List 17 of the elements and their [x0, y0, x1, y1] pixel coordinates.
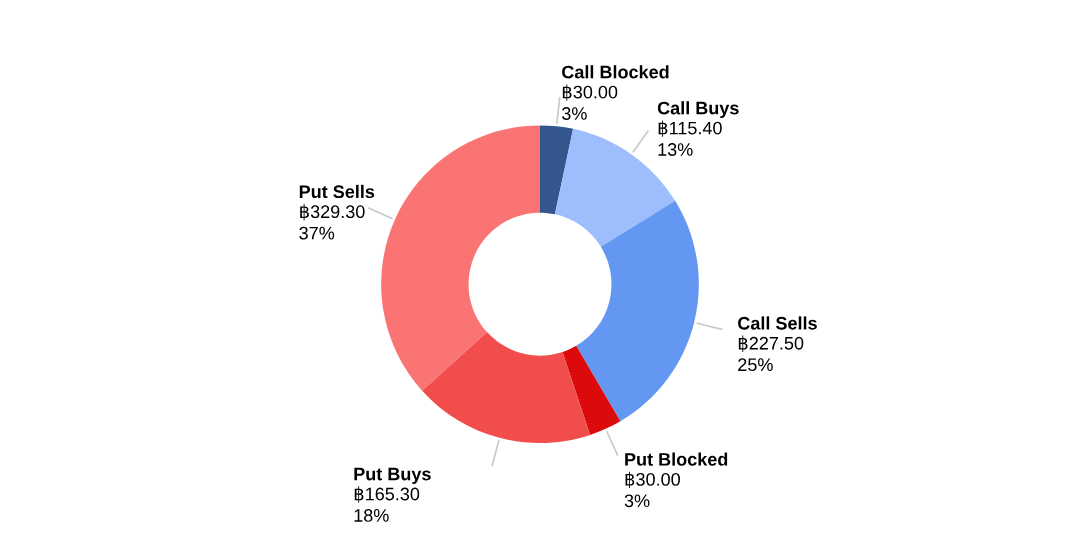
data-label: ฿30.00 3%: [624, 471, 680, 508]
slice-label: Call Buys: [657, 101, 739, 119]
data-label: ฿329.30 37%: [299, 204, 365, 240]
slice-label: Put Blocked: [625, 452, 728, 466]
donut-slice: [422, 332, 591, 444]
slice-label: Call Blocked: [562, 65, 669, 79]
data-label: ฿165.30 18%: [354, 486, 420, 522]
donut-slice: [562, 345, 621, 435]
slice-label: Call Sells: [738, 316, 817, 330]
donut-slice: [540, 125, 574, 215]
data-label: ฿30.00 3%: [562, 84, 618, 120]
donut-slice: [576, 200, 699, 422]
data-label: ฿227.50 25%: [738, 335, 804, 372]
data-label: ฿115.40 13%: [658, 120, 722, 156]
slice-label: Put Buys: [354, 467, 431, 484]
slice-label: Put Sells: [299, 184, 375, 199]
donut-slice: [381, 125, 540, 391]
